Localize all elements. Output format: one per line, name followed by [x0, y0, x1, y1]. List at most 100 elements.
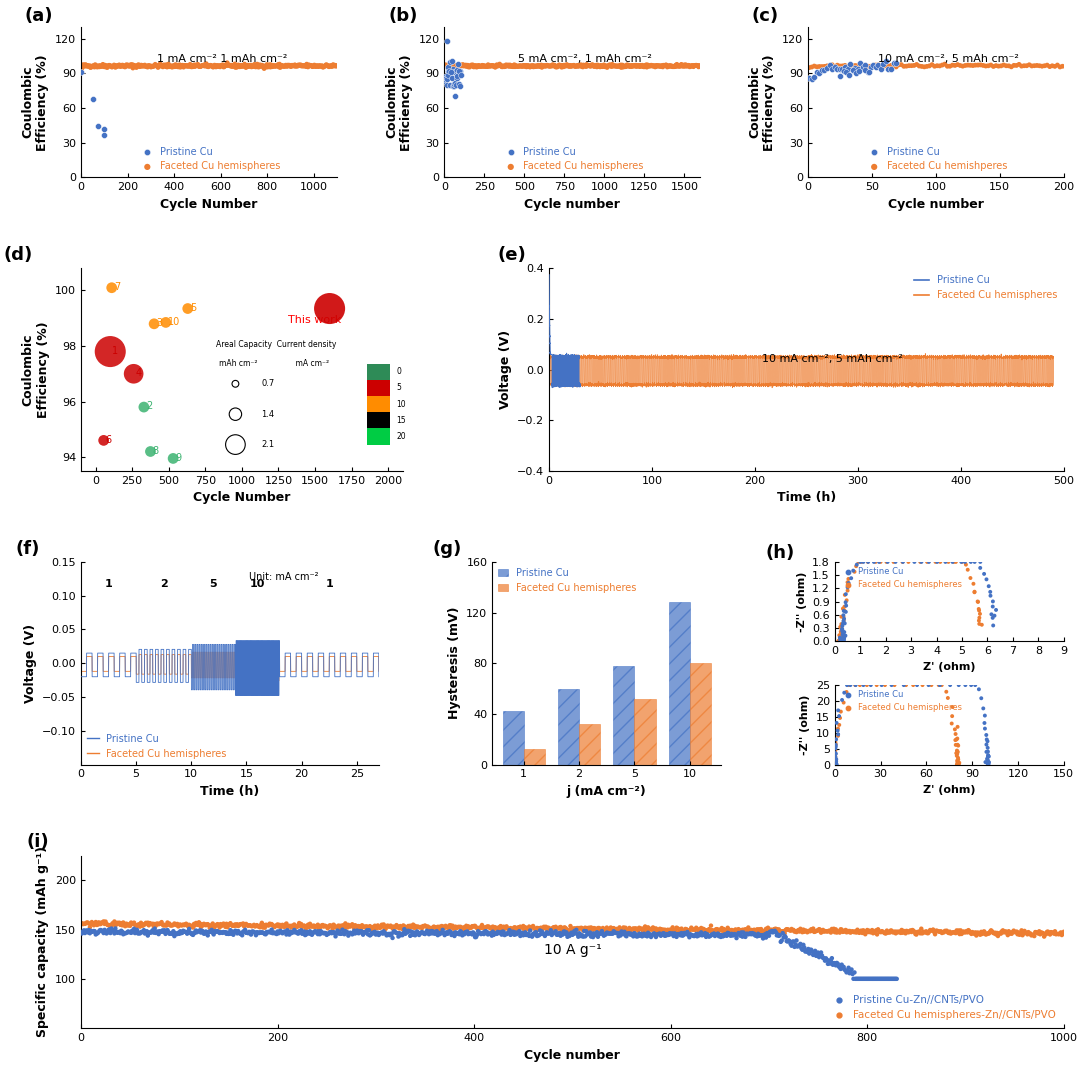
Point — [444, 52, 461, 70]
Point — [783, 937, 800, 954]
Point — [828, 756, 846, 774]
Point — [153, 58, 171, 75]
Point — [270, 58, 287, 75]
Point — [438, 71, 456, 88]
Point — [110, 923, 127, 940]
Point — [729, 923, 746, 940]
Point — [234, 923, 252, 940]
Point — [81, 57, 98, 74]
Point — [677, 57, 694, 74]
Point — [312, 58, 329, 75]
Point — [502, 919, 519, 937]
Point — [947, 726, 964, 743]
Point — [905, 677, 922, 694]
Point — [1008, 923, 1025, 940]
Point — [835, 613, 852, 630]
Text: (g): (g) — [433, 540, 462, 558]
Point — [285, 57, 302, 74]
Point — [657, 927, 674, 944]
Point — [489, 57, 507, 74]
Point — [593, 58, 610, 75]
Point — [617, 58, 634, 75]
Point — [504, 920, 522, 938]
Point — [337, 915, 354, 932]
Point — [238, 924, 255, 941]
Point — [867, 59, 885, 76]
Point — [392, 917, 409, 935]
Point — [596, 58, 613, 75]
Point — [700, 927, 717, 944]
Point — [958, 923, 975, 940]
Point — [849, 970, 866, 988]
Point — [727, 920, 744, 938]
Point — [831, 632, 848, 650]
Point — [980, 755, 997, 772]
Point — [521, 927, 538, 944]
Point — [625, 922, 643, 939]
Point — [183, 58, 200, 75]
Point — [646, 919, 663, 937]
Point — [166, 55, 184, 73]
Point — [206, 923, 224, 940]
Point — [224, 58, 241, 75]
Point — [130, 57, 147, 74]
Point — [949, 755, 967, 772]
Point — [225, 926, 242, 943]
Point — [165, 927, 183, 944]
Point — [700, 920, 717, 938]
Point — [527, 924, 544, 941]
Point — [677, 920, 694, 938]
Point — [794, 941, 811, 959]
Point — [96, 120, 113, 137]
Point — [292, 923, 309, 940]
Point — [650, 58, 667, 75]
Point — [448, 61, 465, 78]
Point — [739, 922, 756, 939]
Point — [827, 753, 845, 770]
Point — [525, 925, 542, 942]
Point — [671, 920, 688, 938]
Point — [530, 919, 548, 937]
Point — [949, 756, 967, 774]
Point — [537, 58, 554, 75]
Point — [862, 677, 879, 694]
Point — [530, 927, 548, 944]
Point — [159, 57, 176, 74]
Point — [827, 755, 845, 772]
Point — [836, 57, 853, 74]
Point — [821, 922, 838, 939]
Point — [917, 924, 934, 941]
Point — [346, 922, 363, 939]
Point — [848, 64, 865, 82]
Point — [257, 58, 274, 75]
Point — [826, 756, 843, 774]
Point — [592, 925, 609, 942]
Point — [175, 58, 192, 75]
Point — [688, 57, 705, 74]
Point — [891, 923, 908, 940]
Point — [279, 58, 296, 75]
Point — [441, 58, 458, 75]
Point — [203, 922, 220, 939]
Point — [861, 63, 878, 81]
Point — [826, 59, 843, 76]
Point — [463, 926, 481, 943]
Point — [480, 926, 497, 943]
Point — [285, 58, 302, 75]
Point — [654, 920, 672, 938]
Point — [109, 58, 126, 75]
Point — [550, 58, 567, 75]
Point — [701, 923, 718, 940]
Point — [225, 916, 242, 934]
Point — [502, 58, 519, 75]
Point — [205, 926, 222, 943]
Point — [867, 57, 885, 74]
Point — [990, 58, 1008, 75]
Point — [191, 922, 208, 939]
Point — [949, 751, 967, 768]
Point — [424, 925, 442, 942]
Point — [492, 919, 510, 937]
Point — [624, 58, 642, 75]
Point — [291, 923, 308, 940]
Point — [834, 633, 851, 651]
